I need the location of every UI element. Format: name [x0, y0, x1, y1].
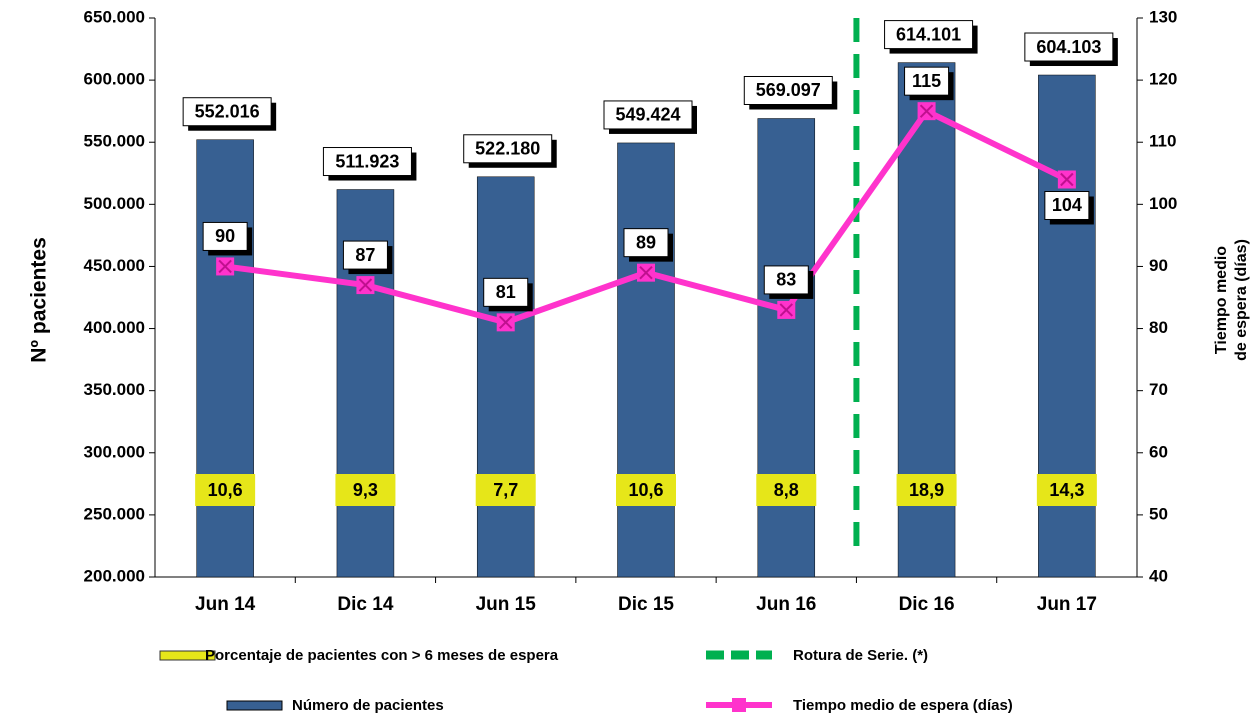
bar-value-label: 569.097: [756, 80, 821, 100]
y2-tick-label: 130: [1149, 7, 1177, 26]
bar: [757, 118, 816, 578]
line-marker-cross: [919, 104, 934, 118]
y2-tick-label: 90: [1149, 256, 1168, 275]
legend-label: Porcentaje de pacientes con > 6 meses de…: [205, 647, 559, 664]
percent-label: 10,6: [208, 480, 243, 500]
y2-axis-label: de espera (días): [1233, 239, 1250, 361]
line-value-label-box: [623, 228, 669, 258]
bar-value-label: 604.103: [1036, 37, 1101, 57]
bar-value-label-box: [884, 20, 974, 50]
line-marker-cross: [779, 303, 793, 317]
y-tick-label: 350.000: [84, 380, 145, 399]
bar-value-label-box: [1024, 32, 1114, 62]
y-tick-label: 650.000: [84, 7, 145, 26]
legend-label: Rotura de Serie. (*): [793, 647, 928, 664]
percent-label-box: [195, 474, 256, 506]
y-tick-label: 200.000: [84, 566, 145, 585]
y-tick-label: 600.000: [84, 70, 145, 89]
bar-value-label-box: [463, 134, 553, 164]
y2-tick-label: 120: [1149, 70, 1177, 89]
line-value-label: 87: [355, 245, 375, 265]
bar-value-label: 552.016: [195, 101, 260, 121]
percent-label: 18,9: [909, 480, 944, 500]
percent-label-box: [616, 474, 676, 506]
y-tick-label: 450.000: [84, 256, 145, 275]
x-tick-label: Dic 15: [618, 594, 674, 615]
legend-label: Número de pacientes: [292, 697, 444, 714]
line-value-label: 115: [912, 71, 941, 91]
x-tick-label: Jun 16: [756, 594, 816, 615]
line-value-label-box: [763, 265, 809, 295]
y-tick-label: 500.000: [84, 194, 145, 213]
line-value-label-box: [904, 66, 950, 96]
line-value-label-box: [1044, 190, 1090, 220]
legend-swatch: [159, 650, 216, 661]
y-tick-label: 550.000: [84, 132, 145, 151]
percent-label: 10,6: [628, 480, 663, 500]
y2-tick-label: 70: [1149, 380, 1168, 399]
line-marker-cross: [1060, 172, 1074, 187]
percent-label: 14,3: [1049, 480, 1084, 500]
percent-label: 9,3: [353, 480, 378, 500]
x-tick-label: Jun 17: [1037, 594, 1097, 615]
percent-label: 7,7: [493, 480, 518, 500]
line-value-label: 89: [636, 232, 656, 252]
percent-label-box: [475, 474, 536, 506]
line-value-label: 104: [1052, 195, 1082, 215]
bar: [617, 142, 675, 578]
y2-tick-label: 40: [1149, 566, 1168, 585]
percent-label: 8,8: [774, 480, 799, 500]
y2-tick-label: 100: [1149, 194, 1177, 213]
x-tick-label: Dic 14: [337, 594, 393, 615]
line-value-label: 81: [496, 282, 516, 302]
line-marker-cross: [218, 259, 232, 274]
line-value-label-box: [483, 277, 529, 307]
percent-label-box: [335, 474, 396, 506]
bar-value-label: 614.101: [896, 24, 961, 44]
y2-tick-label: 60: [1149, 442, 1168, 461]
legend-swatch: [226, 700, 283, 711]
bar-value-label-box: [743, 75, 833, 105]
line-value-label: 90: [215, 226, 235, 246]
line-marker-cross: [358, 278, 373, 292]
bar-value-label-box: [322, 147, 412, 177]
bar-value-label: 549.424: [615, 105, 680, 125]
line-marker-cross: [499, 315, 513, 330]
x-tick-label: Dic 16: [899, 594, 955, 615]
y-axis-label: Nº pacientes: [28, 237, 51, 363]
bar: [196, 139, 254, 578]
line-value-label-box: [342, 240, 388, 270]
legend-swatch: [732, 698, 746, 712]
line-value-label-box: [202, 221, 248, 251]
x-tick-label: Jun 15: [476, 594, 537, 615]
percent-label-box: [896, 474, 957, 506]
line-value-label: 83: [776, 270, 796, 290]
bar-value-label-box: [182, 97, 272, 127]
y-tick-label: 300.000: [84, 442, 145, 461]
x-tick-label: Jun 14: [195, 594, 256, 615]
percent-label-box: [1036, 474, 1097, 506]
y2-tick-label: 80: [1149, 318, 1168, 337]
bar-value-label: 522.180: [475, 139, 540, 159]
bar-value-label: 511.923: [335, 151, 399, 171]
bar: [476, 176, 535, 578]
y2-axis-label: Tiempo medio: [1213, 246, 1230, 354]
y2-tick-label: 110: [1149, 132, 1176, 151]
bar-value-label-box: [603, 100, 693, 130]
y2-tick-label: 50: [1149, 504, 1168, 523]
y-tick-label: 250.000: [84, 504, 145, 523]
percent-label-box: [756, 474, 817, 506]
line-marker-cross: [639, 265, 653, 280]
y-tick-label: 400.000: [84, 318, 145, 337]
legend-label: Tiempo medio de espera (días): [793, 697, 1013, 714]
